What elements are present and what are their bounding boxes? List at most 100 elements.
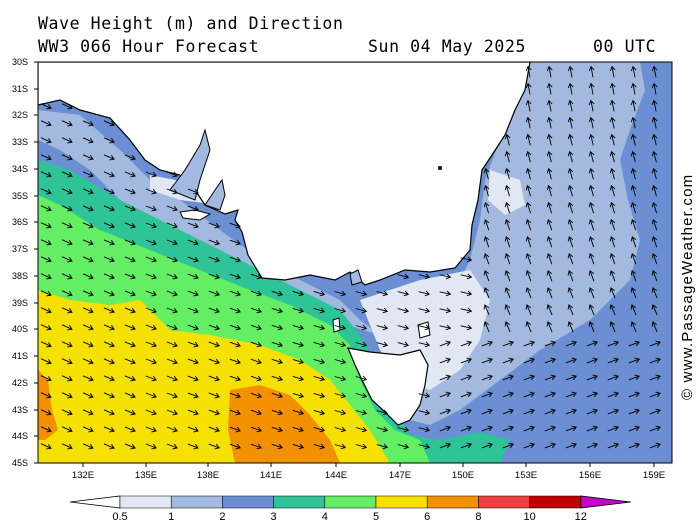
direction-arrow xyxy=(250,273,263,280)
direction-arrow xyxy=(565,442,577,449)
direction-arrow xyxy=(124,239,136,246)
direction-arrow xyxy=(82,341,94,348)
direction-arrow xyxy=(460,273,473,280)
direction-arrow xyxy=(525,304,532,316)
lon-label: 132E xyxy=(72,470,94,481)
direction-arrow xyxy=(651,133,658,146)
direction-arrow xyxy=(124,358,136,365)
direction-arrow xyxy=(271,358,284,365)
direction-arrow xyxy=(649,391,661,398)
direction-arrow xyxy=(250,375,263,382)
direction-arrow xyxy=(355,426,368,433)
direction-arrow xyxy=(166,358,178,365)
direction-arrow xyxy=(82,358,94,365)
direction-arrow xyxy=(544,391,556,398)
direction-arrow xyxy=(460,442,472,449)
direction-arrow xyxy=(292,290,305,297)
map-title: Wave Height (m) and Direction xyxy=(38,14,344,33)
legend-swatch xyxy=(273,495,326,509)
direction-arrow xyxy=(546,218,553,231)
direction-arrow xyxy=(525,184,532,197)
direction-arrow xyxy=(588,99,595,112)
direction-arrow xyxy=(502,391,514,398)
direction-arrow xyxy=(313,290,326,297)
direction-arrow xyxy=(630,133,637,146)
direction-arrow xyxy=(292,426,305,433)
direction-arrow xyxy=(567,184,574,197)
direction-arrow xyxy=(483,304,490,316)
direction-arrow xyxy=(481,391,493,398)
direction-arrow xyxy=(124,273,136,280)
direction-arrow xyxy=(546,82,553,95)
direction-arrow xyxy=(355,307,368,314)
direction-arrow xyxy=(145,426,157,433)
direction-arrow xyxy=(609,150,616,163)
direction-arrow xyxy=(103,307,115,314)
lon-label: 153E xyxy=(515,470,537,481)
direction-arrow xyxy=(546,99,553,112)
direction-arrow xyxy=(166,443,178,450)
direction-arrow xyxy=(208,341,220,348)
direction-arrow xyxy=(609,133,616,146)
direction-arrow xyxy=(651,65,658,78)
direction-arrow xyxy=(61,137,73,144)
direction-arrow xyxy=(103,137,115,144)
direction-arrow xyxy=(523,340,535,347)
direction-arrow xyxy=(588,82,595,95)
direction-arrow xyxy=(588,235,595,248)
direction-arrow xyxy=(145,205,157,212)
direction-arrow xyxy=(504,287,511,299)
forecast-date: Sun 04 May 2025 xyxy=(368,37,527,56)
direction-arrow xyxy=(208,239,220,246)
direction-arrow xyxy=(187,443,199,450)
direction-arrow xyxy=(187,290,199,297)
direction-arrow xyxy=(145,443,157,450)
direction-arrow xyxy=(460,357,472,364)
direction-arrow xyxy=(544,408,556,415)
direction-arrow xyxy=(630,304,637,316)
direction-arrow xyxy=(250,324,263,331)
wave-field xyxy=(38,62,672,463)
legend-label: 0.5 xyxy=(112,511,127,523)
direction-arrow xyxy=(103,375,115,382)
direction-arrow xyxy=(630,321,637,333)
direction-arrow xyxy=(630,235,637,248)
direction-arrow xyxy=(483,201,490,214)
direction-arrow xyxy=(397,290,410,297)
legend-label: 6 xyxy=(424,511,430,523)
direction-arrow xyxy=(588,270,595,282)
direction-arrow xyxy=(418,341,431,348)
direction-arrow xyxy=(334,307,347,314)
direction-arrow xyxy=(145,307,157,314)
direction-arrow xyxy=(103,290,115,297)
direction-arrow xyxy=(103,171,115,178)
direction-arrow xyxy=(504,253,511,265)
direction-arrow xyxy=(439,290,452,297)
direction-arrow xyxy=(376,409,389,416)
direction-arrow xyxy=(546,167,553,180)
direction-arrow xyxy=(82,205,94,212)
direction-arrow xyxy=(40,324,52,331)
direction-arrow xyxy=(483,321,490,333)
direction-arrow xyxy=(418,307,431,314)
direction-arrow xyxy=(588,65,595,78)
direction-arrow xyxy=(355,341,368,348)
lat-label: 42S xyxy=(12,378,28,388)
direction-arrow xyxy=(567,304,574,316)
longitude-axis: 132E 135E 138E 141E 144E 147E 150E 153E … xyxy=(72,470,665,481)
direction-arrow xyxy=(481,357,493,364)
direction-arrow xyxy=(40,341,52,348)
direction-arrow xyxy=(355,409,368,416)
direction-arrow xyxy=(567,321,574,333)
direction-arrow xyxy=(483,253,490,265)
direction-arrow xyxy=(460,290,473,297)
direction-arrow xyxy=(166,375,178,382)
direction-arrow xyxy=(376,324,389,331)
direction-arrow xyxy=(439,442,451,449)
direction-arrow xyxy=(607,374,619,381)
direction-arrow xyxy=(103,324,115,331)
direction-arrow xyxy=(229,324,241,331)
lat-label: 41S xyxy=(12,351,28,361)
direction-arrow xyxy=(61,290,73,297)
